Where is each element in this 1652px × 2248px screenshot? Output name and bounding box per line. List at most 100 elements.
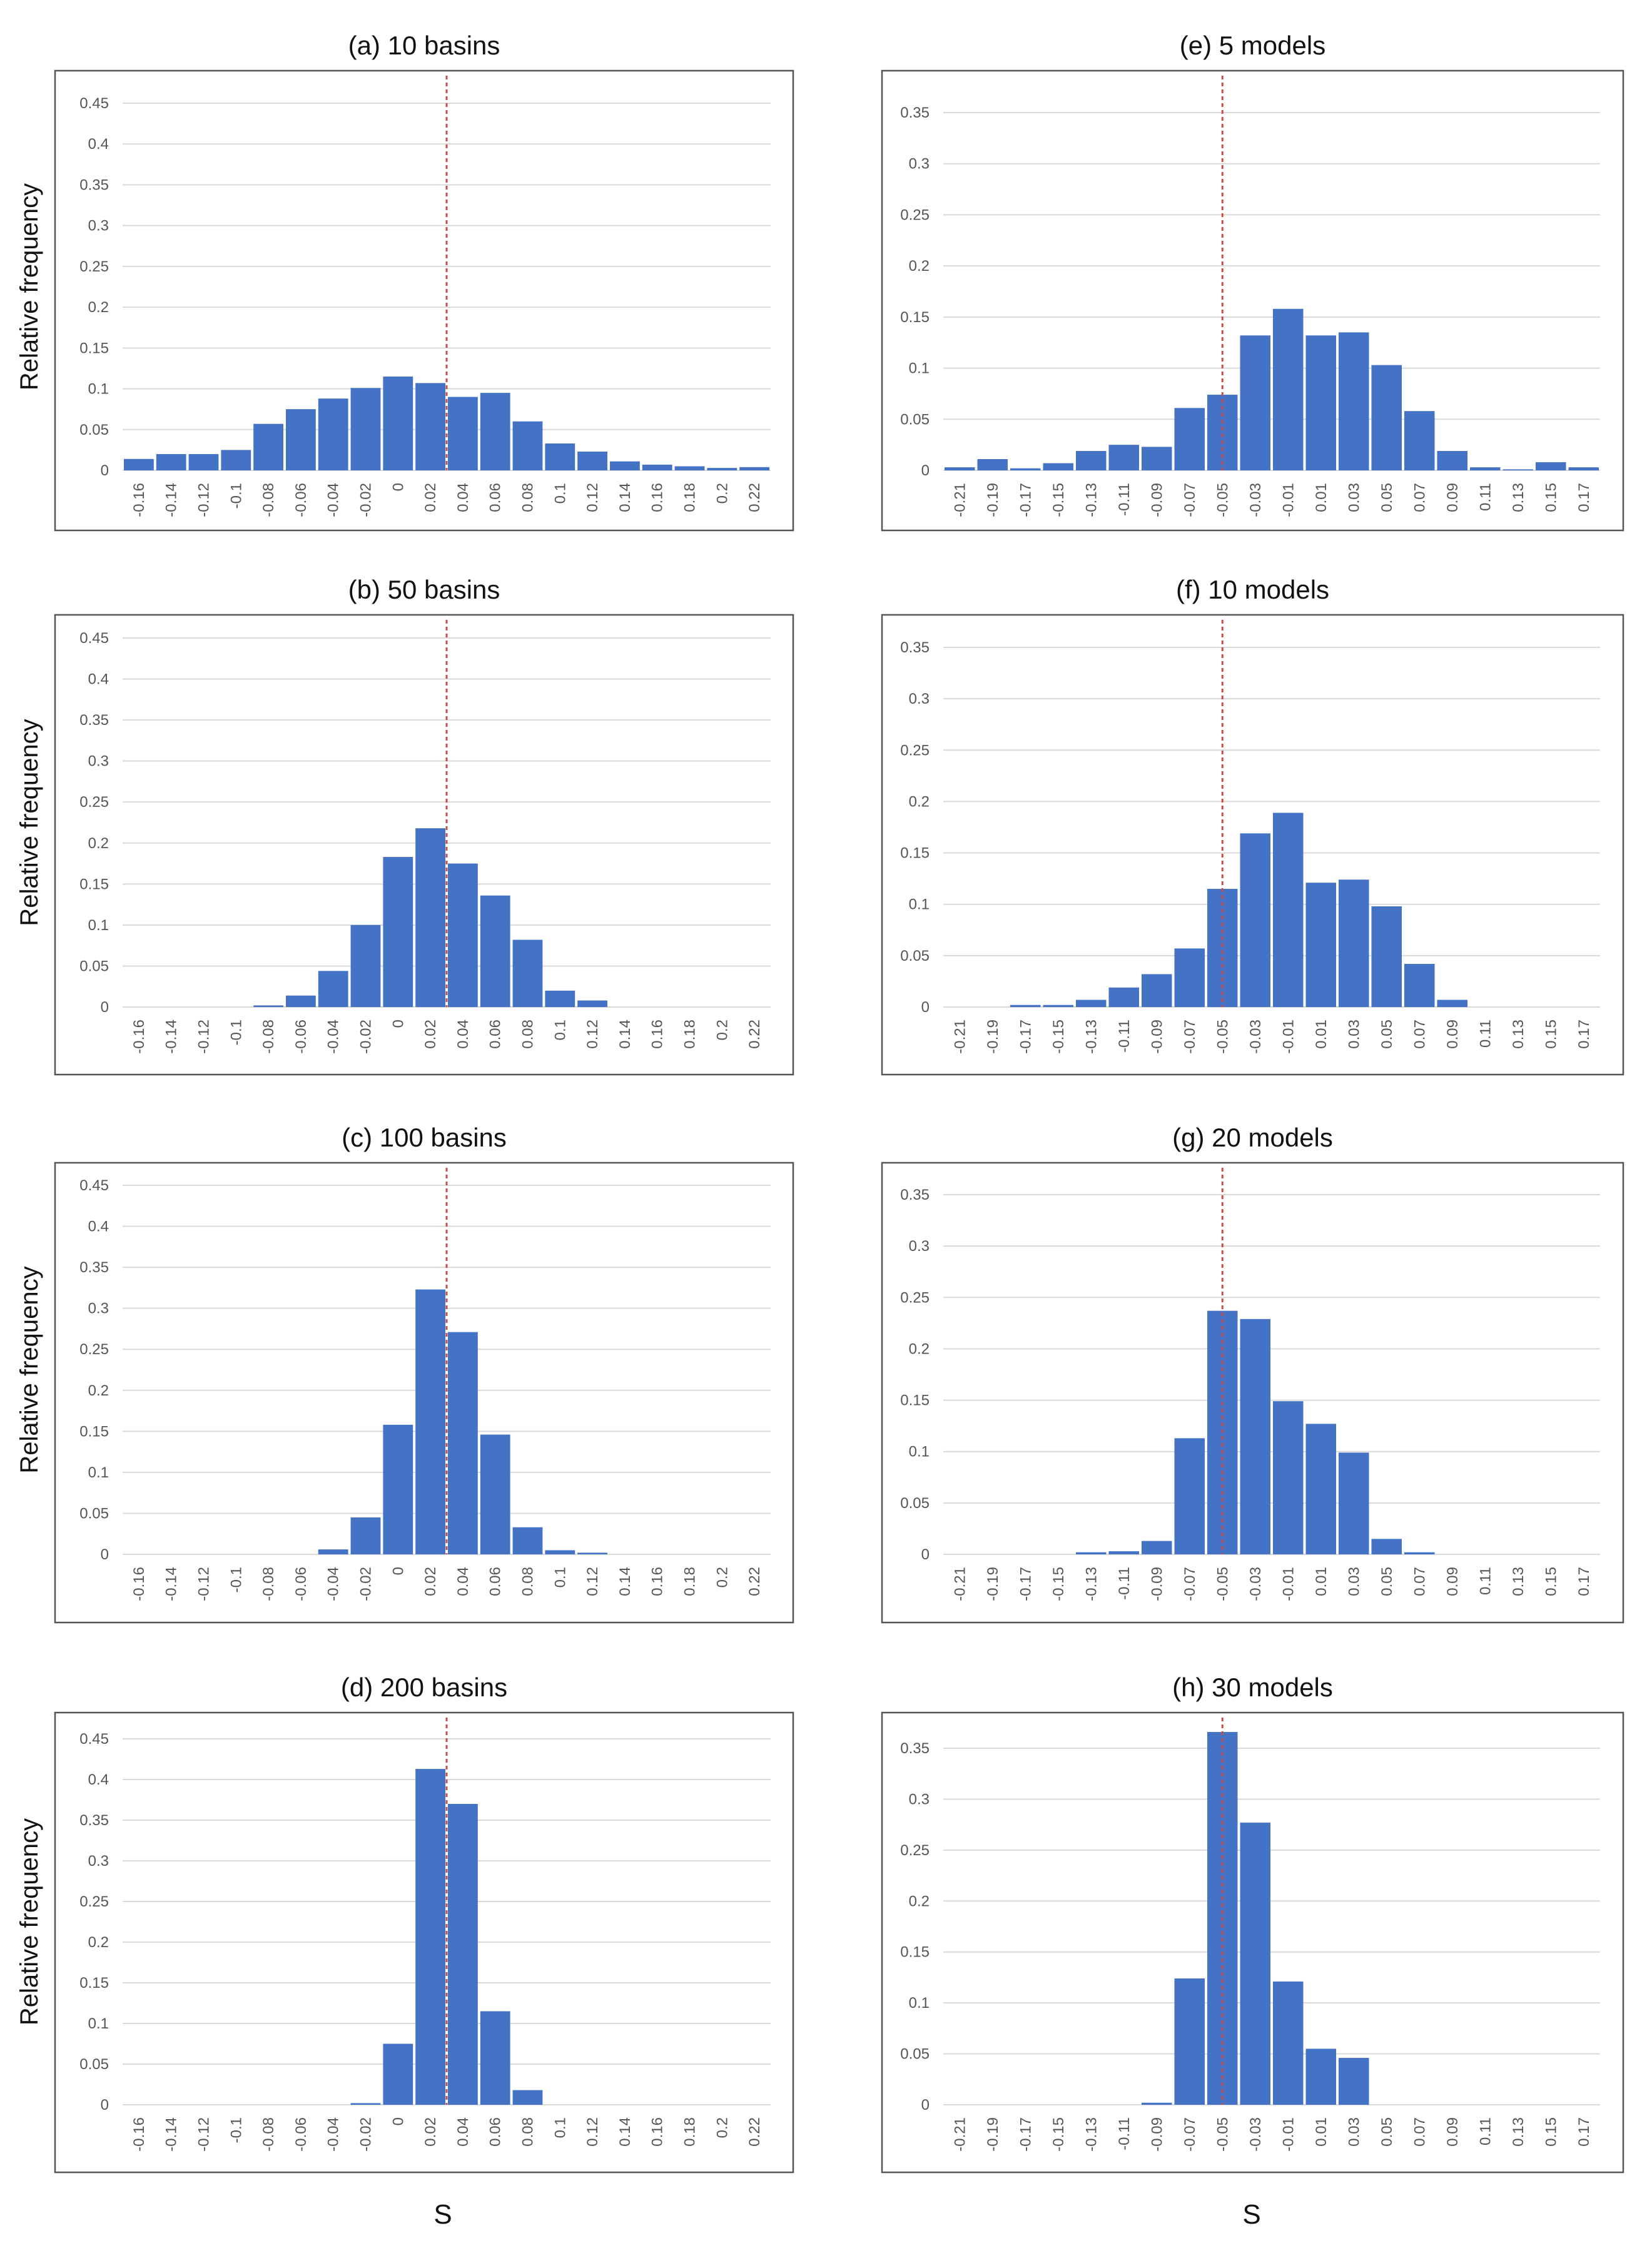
chart-panel: (f) 10 models 0 0.05 0.1 0.15 0.2 0.25 0.3 0.35 -…	[881, 575, 1624, 1076]
y-tick-label: 0.25	[900, 742, 930, 759]
y-tick-label: 0.25	[79, 1893, 109, 1910]
x-tick-label: 0.04	[455, 1020, 472, 1049]
x-tick-label: 0.06	[487, 1020, 504, 1049]
y-tick-label: 0.05	[900, 2046, 930, 2063]
y-tick-label: 0.15	[79, 340, 109, 357]
x-tick-label: -0.04	[325, 1020, 342, 1054]
x-tick-label: 0	[390, 2117, 407, 2125]
x-tick-label: 0.16	[649, 1567, 666, 1596]
x-tick-label: 0.18	[682, 1020, 699, 1049]
histogram-bar	[124, 458, 154, 470]
histogram-bar	[1339, 879, 1369, 1007]
y-tick-label: 0.35	[900, 1740, 930, 1757]
histogram-bar	[1404, 964, 1435, 1007]
y-axis-label: Relative frequency	[16, 183, 43, 390]
x-tick-label: -0.07	[1182, 1567, 1198, 1601]
x-tick-label: -0.21	[951, 1567, 968, 1601]
histogram-bar	[1470, 467, 1501, 470]
x-tick-label: 0.04	[455, 483, 472, 512]
y-tick-label: 0.35	[79, 1259, 109, 1276]
y-tick-label: 0.25	[79, 794, 109, 811]
x-tick-label: 0.13	[1510, 483, 1527, 512]
x-tick-label: 0.12	[584, 1020, 601, 1049]
x-tick-label: -0.15	[1050, 1567, 1067, 1601]
y-tick-label: 0.3	[909, 1238, 930, 1255]
histogram-bar	[350, 388, 381, 470]
histogram-bar	[1174, 948, 1205, 1007]
histogram-bar	[1371, 1539, 1402, 1554]
y-axis-label: Relative frequency	[16, 719, 43, 926]
x-tick-label: -0.17	[1017, 483, 1034, 517]
x-tick-label: -0.08	[260, 483, 277, 517]
x-tick-label: 0.22	[746, 1020, 763, 1049]
x-tick-label: 0.22	[746, 483, 763, 512]
x-tick-label: 0.02	[422, 2117, 439, 2147]
x-tick-label: 0	[390, 483, 407, 491]
x-tick-label: -0.13	[1083, 1020, 1100, 1054]
histogram-bar	[1305, 883, 1336, 1007]
x-tick-label: -0.08	[260, 2117, 277, 2152]
histogram-bar	[253, 1005, 283, 1007]
y-tick-label: 0.3	[88, 218, 109, 235]
x-tick-label: -0.05	[1214, 483, 1231, 517]
x-tick-label: 0.13	[1510, 2117, 1527, 2147]
x-tick-label: 0.11	[1477, 483, 1494, 511]
x-tick-label: -0.05	[1214, 1020, 1231, 1054]
y-axis-label: Relative frequency	[16, 1266, 43, 1473]
y-tick-label: 0.1	[909, 1444, 930, 1461]
x-tick-label: 0.17	[1576, 1020, 1593, 1049]
x-tick-label: 0.22	[746, 1567, 763, 1596]
x-axis-label-right: S	[1242, 2199, 1260, 2230]
histogram-bar	[739, 467, 769, 470]
histogram-bar	[577, 451, 607, 470]
histogram-bar	[1108, 445, 1139, 470]
histogram-bar	[383, 857, 413, 1007]
x-tick-label: 0.09	[1444, 1020, 1461, 1049]
chart-title: (b) 50 basins	[348, 575, 500, 604]
x-tick-label: 0.03	[1345, 1567, 1362, 1596]
histogram-bar	[448, 397, 478, 470]
y-tick-label: 0.4	[88, 671, 109, 688]
histogram-bar	[512, 939, 543, 1007]
x-tick-label: 0.05	[1379, 1020, 1396, 1049]
x-tick-label: -0.07	[1182, 1020, 1198, 1054]
x-tick-label: 0.15	[1543, 1020, 1559, 1049]
x-tick-label: 0.09	[1444, 483, 1461, 512]
y-tick-label: 0.4	[88, 136, 109, 153]
x-tick-label: -0.11	[1116, 1020, 1133, 1053]
histogram-bar	[1108, 987, 1139, 1007]
histogram-bar	[188, 453, 219, 470]
histogram-bar	[512, 421, 543, 470]
y-tick-label: 0.45	[79, 630, 109, 647]
histogram-bar	[1174, 408, 1205, 470]
chart-frame	[881, 614, 1624, 1076]
histogram-bar	[1010, 1005, 1041, 1007]
x-tick-label: -0.12	[196, 2117, 213, 2152]
x-tick-label: -0.09	[1148, 1567, 1165, 1601]
chart-panel: (g) 20 models 0 0.05 0.1 0.15 0.2 0.25 0.3 0.35 -…	[881, 1123, 1624, 1624]
histogram-bar	[1207, 889, 1238, 1007]
x-tick-label: 0.04	[455, 2117, 472, 2147]
y-tick-label: 0.1	[88, 1464, 109, 1481]
x-tick-label: -0.06	[293, 2117, 310, 2152]
x-tick-label: -0.16	[131, 2117, 148, 2152]
histogram-bar	[1437, 450, 1467, 470]
x-tick-label: 0.07	[1411, 483, 1428, 512]
y-tick-label: 0.2	[909, 1893, 930, 1910]
chart-frame	[54, 1711, 794, 2174]
x-tick-label: 0.07	[1411, 1567, 1428, 1596]
x-tick-label: -0.01	[1280, 483, 1297, 517]
x-tick-label: 0.11	[1477, 2117, 1494, 2145]
histogram-bar	[1305, 1424, 1336, 1554]
y-tick-label: 0	[101, 1546, 109, 1563]
y-tick-label: 0.3	[909, 1791, 930, 1808]
x-tick-label: 0.2	[714, 2117, 731, 2138]
x-tick-label: 0	[390, 1567, 407, 1575]
y-tick-label: 0.3	[88, 1853, 109, 1870]
x-tick-label: 0.02	[422, 483, 439, 512]
y-tick-label: 0.15	[900, 845, 930, 862]
histogram-bar	[545, 1550, 575, 1554]
x-tick-label: 0.01	[1313, 2117, 1330, 2147]
x-tick-label: 0.09	[1444, 2117, 1461, 2147]
x-tick-label: 0.12	[584, 1567, 601, 1596]
